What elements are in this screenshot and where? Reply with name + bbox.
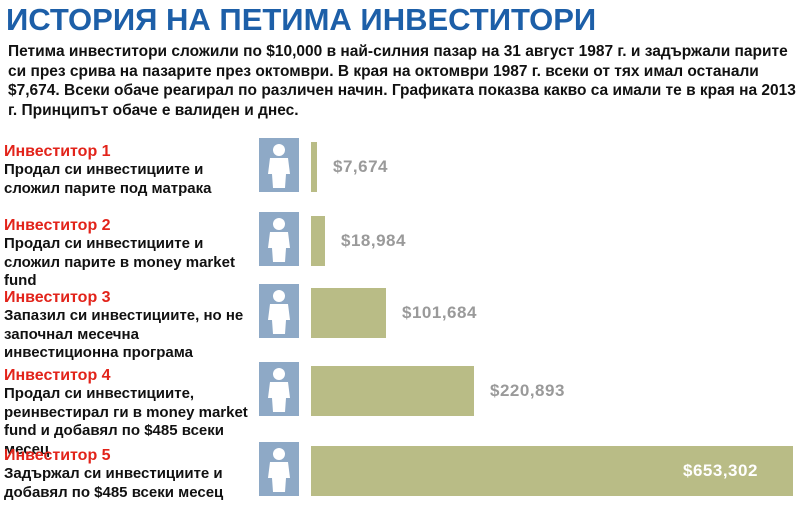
investor-label: Инвеститор 4 [4,367,111,384]
investor-description: Задържал си инвестициите и добавял по $4… [4,465,224,501]
value-label: $18,984 [341,231,406,250]
intro-text: Петима инвеститори сложили по $10,000 в … [8,43,796,119]
value-label: $7,674 [333,157,388,176]
person-icon [259,138,299,192]
bar [311,366,474,416]
value-label: $653,302 [683,461,758,480]
investor-label: Инвеститор 1 [4,143,111,160]
person-icon [259,212,299,266]
investor-label: Инвеститор 2 [4,217,111,234]
bar [311,216,325,266]
bar [311,288,386,338]
investor-description: Запазил си инвестициите, но не започнал … [4,307,244,361]
investor-description: Продал си инвестициите и сложил парите п… [4,161,212,197]
person-icon [259,362,299,416]
investor-label: Инвеститор 5 [4,447,111,464]
value-label: $101,684 [402,303,477,322]
investor-label: Инвеститор 3 [4,289,111,306]
bar [311,446,793,496]
page-title: ИСТОРИЯ НА ПЕТИМА ИНВЕСТИТОРИ [6,2,597,37]
bar [311,142,317,192]
investor-description: Продал си инвестициите и сложил парите в… [4,235,235,289]
investor-description: Продал си инвестициите, реинвестирал ги … [4,385,248,458]
person-icon [259,284,299,338]
person-icon [259,442,299,496]
value-label: $220,893 [490,381,565,400]
